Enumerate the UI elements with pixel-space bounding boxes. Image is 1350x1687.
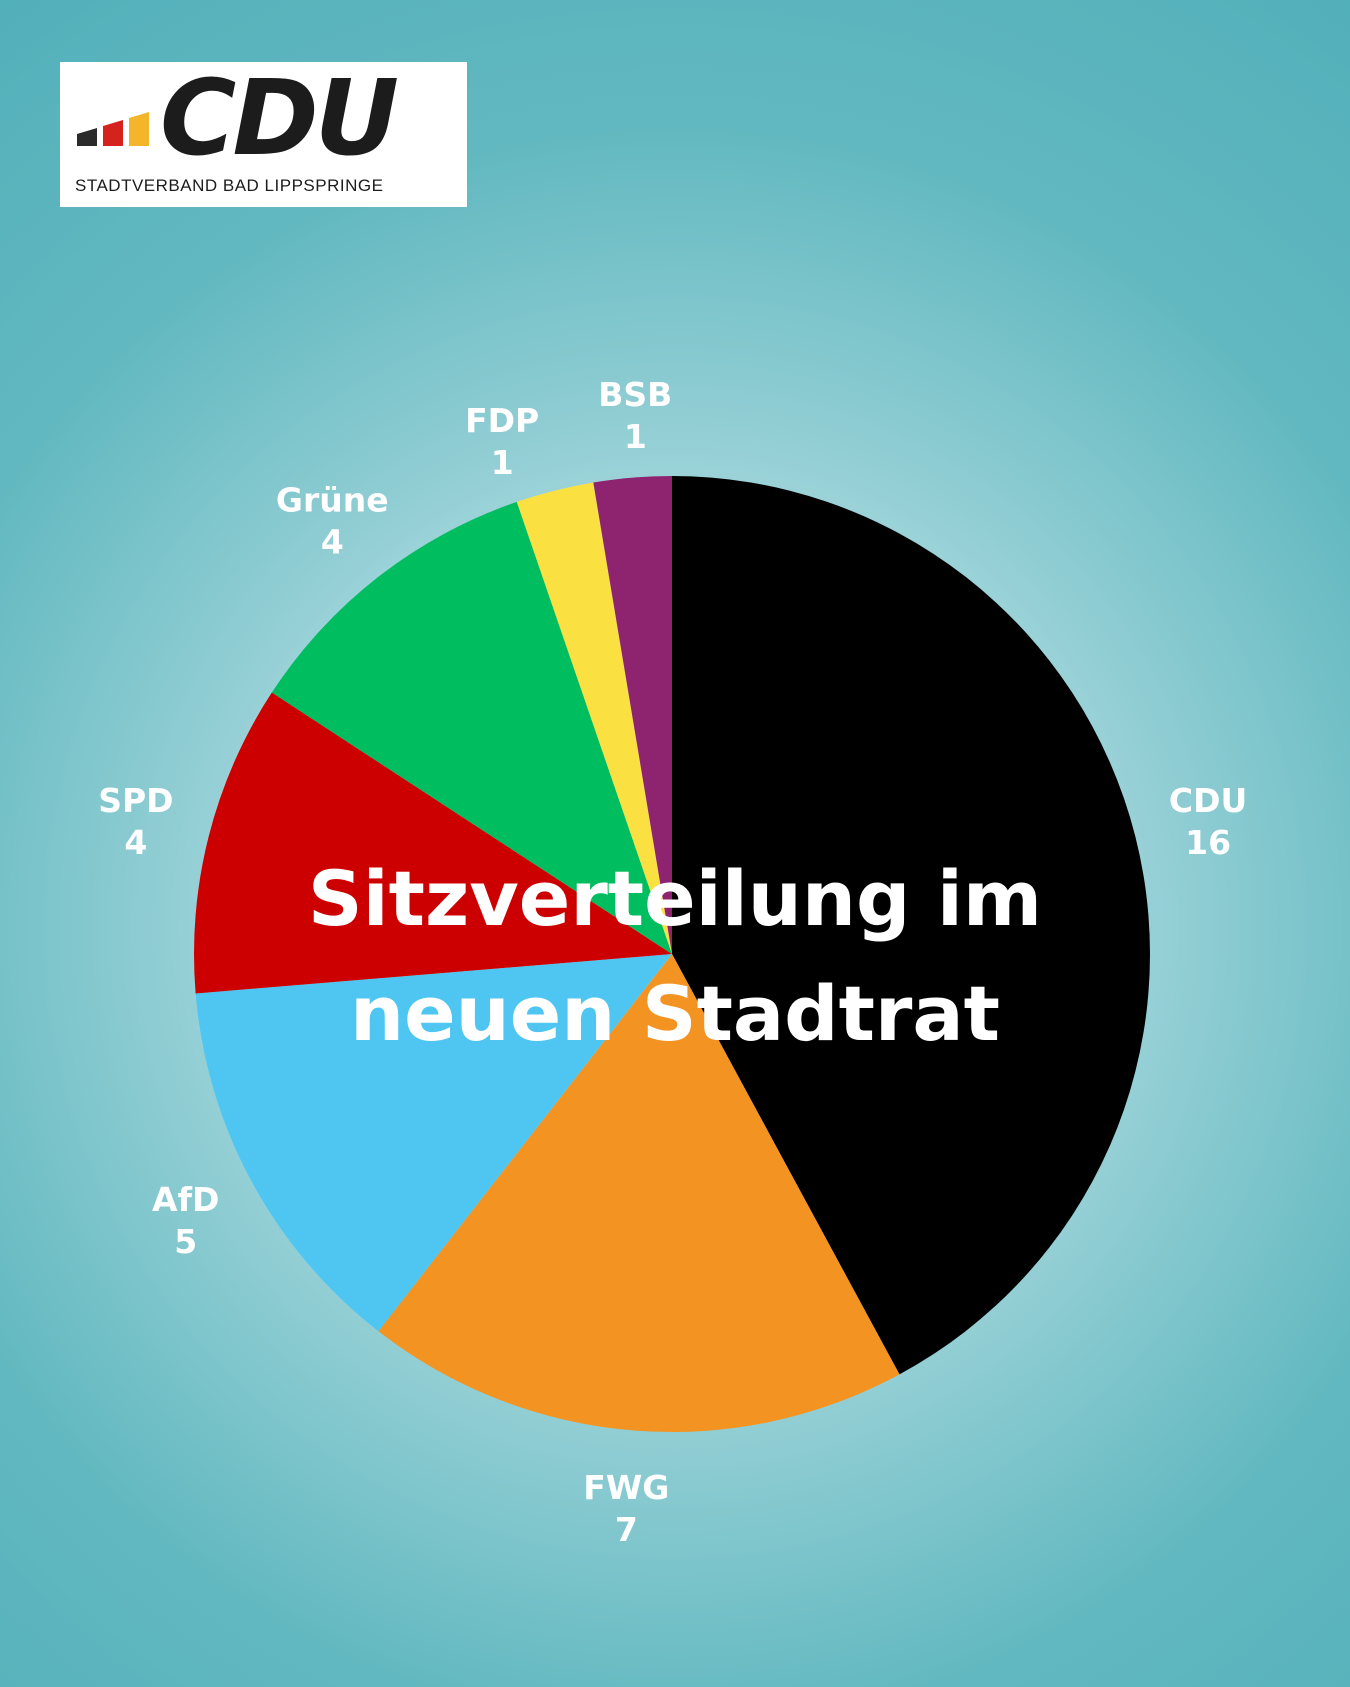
pie-slice-bsb [593,476,672,954]
slice-value-cdu: 16 [1185,823,1231,862]
slice-label-bsb: BSB [598,375,672,414]
pie-slice-fwg [378,954,900,1432]
slice-value-fdp: 1 [491,443,514,482]
pie-slice-grune [271,501,672,954]
chart-title: Sitzverteilung im neuen Stadtrat [308,854,1042,1058]
slice-value-bsb: 1 [624,417,647,456]
pie-slice-spd [193,692,672,994]
slice-value-fwg: 7 [615,1510,638,1549]
pie-slices [193,476,1150,1432]
chart-title-line-2: neuen Stadtrat [350,969,1000,1058]
slice-label-spd: SPD [98,781,173,820]
logo-bar-gold [129,112,149,146]
slice-label-afd: AfD [152,1180,219,1219]
logo-bar-dark [77,128,97,146]
slice-value-spd: 4 [124,823,147,862]
slice-value-afd: 5 [174,1222,197,1261]
cdu-logo: CDU STADTVERBAND BAD LIPPSPRINGE [60,62,467,207]
chart-title-line-1: Sitzverteilung im [308,854,1042,943]
slice-label-cdu: CDU [1169,781,1247,820]
slice-value-grune: 4 [321,523,344,562]
slice-label-grune: Grüne [276,481,389,520]
pie-slice-cdu [672,476,1150,1375]
pie-slice-afd [195,954,672,1332]
logo-subtitle: STADTVERBAND BAD LIPPSPRINGE [75,176,384,195]
slice-label-fdp: FDP [465,401,539,440]
logo-bars-icon [77,112,149,146]
logo-wordmark: CDU [160,57,399,179]
slice-label-fwg: FWG [583,1468,669,1507]
logo-bar-red [103,120,123,146]
pie-slice-fdp [516,482,672,954]
